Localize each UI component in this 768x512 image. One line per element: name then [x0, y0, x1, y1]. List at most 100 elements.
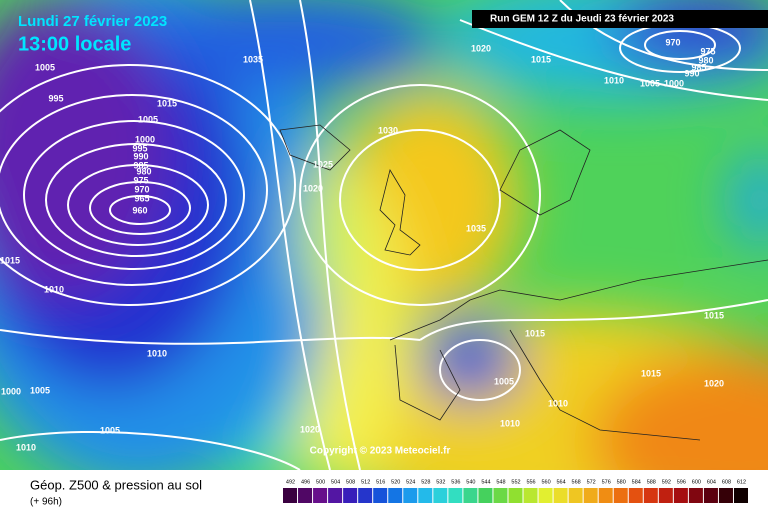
scale-swatch — [643, 488, 658, 503]
scale-label: 500 — [316, 479, 325, 485]
scale-swatch — [328, 488, 343, 503]
scale-label: 492 — [286, 479, 295, 485]
isobar-label: 980 — [698, 55, 713, 65]
scale-label: 572 — [587, 479, 596, 485]
isobar-label: 990 — [684, 68, 699, 78]
run-bar — [472, 10, 768, 28]
isobar-label: 1005 — [138, 114, 158, 124]
scale-label: 540 — [466, 479, 475, 485]
run-label: Run GEM 12 Z du Jeudi 23 février 2023 — [490, 14, 674, 25]
scale-label: 592 — [662, 479, 671, 485]
footer-title: Géop. Z500 & pression au sol — [30, 477, 202, 492]
scale-swatch — [583, 488, 598, 503]
isobar-label: 1035 — [243, 54, 263, 64]
isobar-label: 1010 — [548, 398, 568, 408]
scale-label: 580 — [617, 479, 626, 485]
scale-swatch — [373, 488, 388, 503]
isobar-label: 1000 — [1, 386, 21, 396]
isobar-label: 1000 — [135, 134, 155, 144]
scale-swatch — [613, 488, 628, 503]
scale-label: 512 — [361, 479, 370, 485]
scale-swatch — [403, 488, 418, 503]
scale-label: 536 — [451, 479, 460, 485]
isobar-label: 1020 — [471, 43, 491, 53]
scale-label: 520 — [391, 479, 400, 485]
isobar-label: 965 — [134, 193, 149, 203]
isobar-label: 1005 — [494, 376, 514, 386]
isobar-label: 970 — [665, 37, 680, 47]
scale-label: 576 — [602, 479, 611, 485]
scale-label: 612 — [737, 479, 746, 485]
scale-swatch — [448, 488, 463, 503]
isobar-label: 1015 — [157, 98, 177, 108]
isobar-label: 995 — [48, 93, 63, 103]
footer-subtitle: (+ 96h) — [30, 497, 62, 508]
scale-label: 528 — [421, 479, 430, 485]
scale-label: 504 — [331, 479, 340, 485]
scale-label: 568 — [572, 479, 581, 485]
isobar-label: 1015 — [641, 368, 661, 378]
scale-swatch — [553, 488, 568, 503]
isobar-label: 970 — [134, 184, 149, 194]
scale-label: 588 — [647, 479, 656, 485]
isobar-label: 975 — [700, 46, 715, 56]
isobar-label: 1020 — [704, 378, 724, 388]
scale-swatch — [523, 488, 538, 503]
scale-label: 608 — [722, 479, 731, 485]
isobar-label: 1015 — [0, 255, 20, 265]
scale-label: 564 — [557, 479, 566, 485]
scale-swatch — [463, 488, 478, 503]
date-label: Lundi 27 février 2023 — [18, 13, 167, 30]
scale-swatch — [343, 488, 358, 503]
isobar-label: 990 — [133, 151, 148, 161]
scale-swatch — [388, 488, 403, 503]
isobar-label: 1010 — [604, 75, 624, 85]
scale-swatch — [688, 488, 703, 503]
scale-label: 604 — [707, 479, 716, 485]
scale-swatch — [313, 488, 328, 503]
scale-swatch — [298, 488, 313, 503]
isobar-label: 1020 — [303, 183, 323, 193]
scale-label: 600 — [692, 479, 701, 485]
copyright: Copyright © 2023 Meteociel.fr — [310, 446, 451, 457]
scale-swatch — [493, 488, 508, 503]
scale-label: 532 — [436, 479, 445, 485]
isobar-label: 1005 — [100, 425, 120, 435]
scale-swatch — [703, 488, 718, 503]
isobar-label: 1010 — [16, 442, 36, 452]
scale-swatch — [283, 488, 298, 503]
isobar-label: 995 — [132, 143, 147, 153]
isobar-label: 1010 — [147, 348, 167, 358]
scale-swatch — [478, 488, 493, 503]
isobar-label: 1015 — [531, 54, 551, 64]
scale-swatch — [628, 488, 643, 503]
isobars — [0, 0, 768, 470]
scale-swatch — [358, 488, 373, 503]
isobar-label: 1025 — [313, 159, 333, 169]
scale-label: 524 — [406, 479, 415, 485]
scale-swatch — [538, 488, 553, 503]
isobar-label: 1030 — [378, 125, 398, 135]
scale-swatch — [568, 488, 583, 503]
scale-label: 556 — [526, 479, 535, 485]
coastlines — [279, 124, 768, 441]
scale-swatch — [508, 488, 523, 503]
isobar-label: 985 — [133, 160, 148, 170]
scale-swatch — [418, 488, 433, 503]
isobar-label: 1015 — [525, 328, 545, 338]
isobar-label: 1010 — [44, 284, 64, 294]
isobar-label: 1035 — [466, 223, 486, 233]
time-label: 13:00 locale — [18, 33, 131, 55]
scale-label: 552 — [511, 479, 520, 485]
scale-label: 508 — [346, 479, 355, 485]
isobar-label: 985 — [691, 62, 706, 72]
isobar-label: 1005 — [640, 78, 660, 88]
isobar-label: 1015 — [704, 310, 724, 320]
isobar-label: 1000 — [664, 78, 684, 88]
isobar-label: 980 — [136, 166, 151, 176]
isobar-label: 960 — [132, 205, 147, 215]
isobar-label: 1005 — [30, 385, 50, 395]
scale-label: 584 — [632, 479, 641, 485]
